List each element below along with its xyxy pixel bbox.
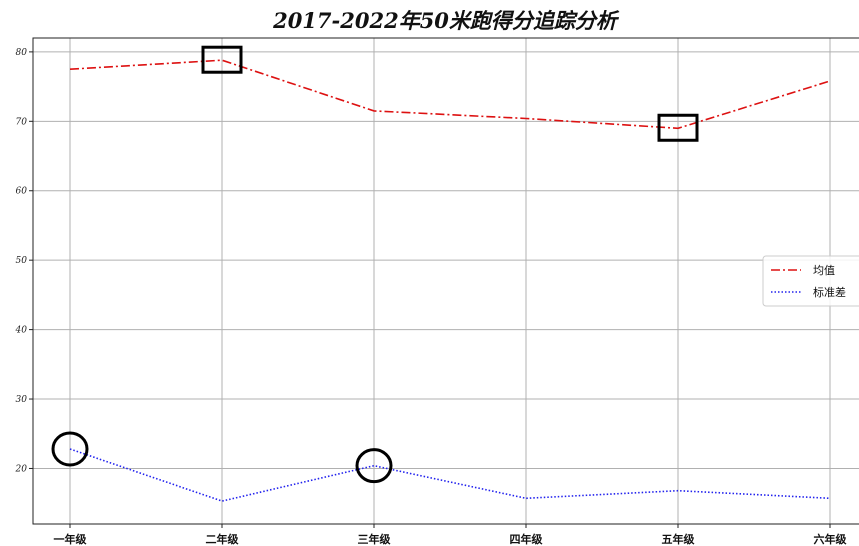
series-line-0 — [69, 59, 831, 130]
x-tick-label: 五年级 — [662, 532, 696, 546]
y-tick-label: 20 — [15, 464, 28, 474]
plot-frame — [32, 37, 859, 525]
series-layer — [69, 59, 831, 502]
x-tick-label: 六年级 — [814, 532, 848, 546]
y-tick-label: 40 — [15, 326, 28, 336]
y-tick-label: 60 — [16, 187, 28, 197]
highlight-square — [201, 45, 243, 74]
x-tick-label: 二年级 — [206, 532, 240, 546]
y-tick-label: 30 — [16, 395, 28, 405]
x-tick-label: 三年级 — [358, 532, 392, 546]
x-tick-label: 一年级 — [54, 532, 88, 546]
y-tick-label: 70 — [16, 117, 28, 127]
x-tick-label: 四年级 — [510, 532, 544, 546]
legend-label: 标准差 — [813, 285, 846, 299]
y-tick-label: 80 — [16, 48, 28, 58]
axes: 一年级 二年级 三年级 四年级 五年级 六年级 20 30 40 50 60 70 80 — [15, 37, 859, 546]
series-line-1 — [69, 448, 831, 502]
highlight-circle — [355, 448, 393, 484]
highlight-circle — [51, 431, 89, 467]
chart-title: 2017-2022年50米跑得分追踪分析 — [272, 8, 620, 33]
y-tick-label: 50 — [16, 256, 28, 266]
annotation-layer — [51, 45, 699, 484]
highlight-square — [657, 113, 699, 142]
legend-box — [762, 255, 859, 307]
legend-label: 均值 — [813, 264, 835, 277]
